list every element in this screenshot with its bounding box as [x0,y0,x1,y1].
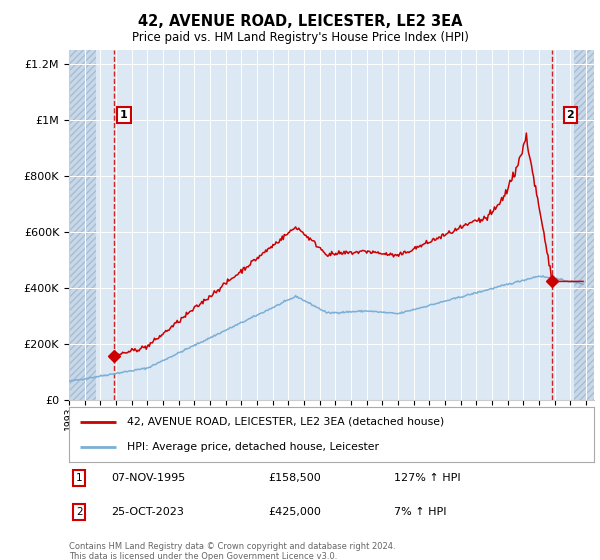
Text: 42, AVENUE ROAD, LEICESTER, LE2 3EA (detached house): 42, AVENUE ROAD, LEICESTER, LE2 3EA (det… [127,417,444,427]
Text: £425,000: £425,000 [269,507,322,517]
Text: £158,500: £158,500 [269,473,321,483]
Text: HPI: Average price, detached house, Leicester: HPI: Average price, detached house, Leic… [127,442,379,452]
Text: 1: 1 [120,110,128,120]
Bar [574,50,594,400]
Text: 2: 2 [566,110,574,120]
Bar [69,50,95,400]
Text: 42, AVENUE ROAD, LEICESTER, LE2 3EA: 42, AVENUE ROAD, LEICESTER, LE2 3EA [138,14,462,29]
Text: 25-OCT-2023: 25-OCT-2023 [111,507,184,517]
Text: 127% ↑ HPI: 127% ↑ HPI [395,473,461,483]
Text: Contains HM Land Registry data © Crown copyright and database right 2024.
This d: Contains HM Land Registry data © Crown c… [69,542,395,560]
Text: Price paid vs. HM Land Registry's House Price Index (HPI): Price paid vs. HM Land Registry's House … [131,31,469,44]
Text: 1: 1 [76,473,82,483]
Text: 7% ↑ HPI: 7% ↑ HPI [395,507,447,517]
Text: 07-NOV-1995: 07-NOV-1995 [111,473,185,483]
Text: 2: 2 [76,507,82,517]
